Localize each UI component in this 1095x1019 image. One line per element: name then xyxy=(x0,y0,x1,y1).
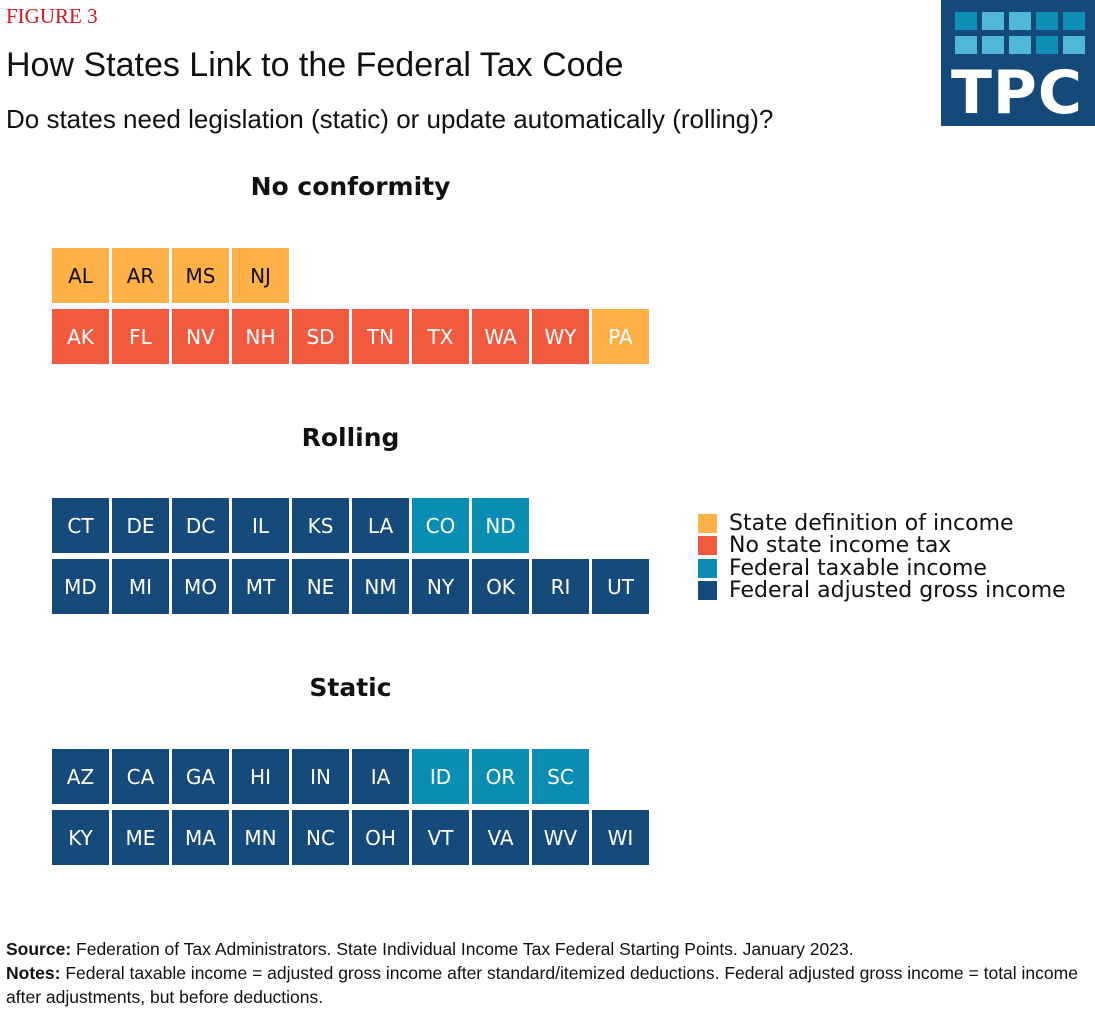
state-tile-ne: NE xyxy=(292,559,349,614)
state-tile-de: DE xyxy=(112,498,169,553)
state-tile-hi: HI xyxy=(232,749,289,804)
section-title-no-conformity: No conformity xyxy=(250,172,451,201)
state-tile-va: VA xyxy=(472,810,529,865)
state-tile-sc: SC xyxy=(532,749,589,804)
state-tile-ut: UT xyxy=(592,559,649,614)
state-tile-oh: OH xyxy=(352,810,409,865)
state-tile-al: AL xyxy=(52,248,109,303)
logo-square xyxy=(982,36,1004,54)
state-tile-in: IN xyxy=(292,749,349,804)
notes-label: Notes: xyxy=(6,963,61,983)
state-tile-nd: ND xyxy=(472,498,529,553)
state-tile-pa: PA xyxy=(592,309,649,364)
source-line: Source: Federation of Tax Administrators… xyxy=(6,937,1086,961)
state-tile-id: ID xyxy=(412,749,469,804)
state-tile-nj: NJ xyxy=(232,248,289,303)
state-tile-tx: TX xyxy=(412,309,469,364)
logo-square xyxy=(1009,36,1031,54)
legend-swatch xyxy=(698,581,717,601)
legend-item-federal-taxable: Federal taxable income xyxy=(698,555,1066,581)
state-tile-ri: RI xyxy=(532,559,589,614)
chart-subtitle: Do states need legislation (static) or u… xyxy=(6,104,774,134)
legend-swatch xyxy=(698,536,717,556)
state-tile-mo: MO xyxy=(172,559,229,614)
state-tile-mn: MN xyxy=(232,810,289,865)
state-tile-wv: WV xyxy=(532,810,589,865)
legend-label: Federal adjusted gross income xyxy=(729,578,1066,604)
logo-square xyxy=(955,12,977,30)
state-tile-nv: NV xyxy=(172,309,229,364)
legend-label: No state income tax xyxy=(729,533,952,559)
logo-square xyxy=(1063,12,1085,30)
logo-square xyxy=(955,36,977,54)
legend-swatch xyxy=(698,513,717,533)
legend-item-no-income-tax: No state income tax xyxy=(698,533,1066,559)
section-title-static: Static xyxy=(309,673,392,702)
state-tile-ga: GA xyxy=(172,749,229,804)
tpc-logo: TPC xyxy=(941,0,1095,128)
state-tile-wa: WA xyxy=(472,309,529,364)
state-tile-ms: MS xyxy=(172,248,229,303)
state-tile-tn: TN xyxy=(352,309,409,364)
state-tile-ar: AR xyxy=(112,248,169,303)
state-tile-la: LA xyxy=(352,498,409,553)
legend-swatch xyxy=(698,558,717,578)
state-tile-il: IL xyxy=(232,498,289,553)
state-tile-wy: WY xyxy=(532,309,589,364)
state-tile-mi: MI xyxy=(112,559,169,614)
logo-square xyxy=(1009,12,1031,30)
state-tile-dc: DC xyxy=(172,498,229,553)
state-tile-wi: WI xyxy=(592,810,649,865)
legend-label: Federal taxable income xyxy=(729,555,987,581)
state-tile-ct: CT xyxy=(52,498,109,553)
footer: Source: Federation of Tax Administrators… xyxy=(6,937,1086,1009)
state-tile-ca: CA xyxy=(112,749,169,804)
legend-item-federal-agi: Federal adjusted gross income xyxy=(698,578,1066,604)
state-tile-mt: MT xyxy=(232,559,289,614)
state-tile-vt: VT xyxy=(412,810,469,865)
state-tile-co: CO xyxy=(412,498,469,553)
state-tile-sd: SD xyxy=(292,309,349,364)
figure-label: FIGURE 3 xyxy=(6,4,98,28)
state-tile-or: OR xyxy=(472,749,529,804)
logo-square xyxy=(1063,36,1085,54)
state-tile-ia: IA xyxy=(352,749,409,804)
source-text: Federation of Tax Administrators. State … xyxy=(71,939,854,959)
logo-square xyxy=(1036,36,1058,54)
notes-line: Notes: Federal taxable income = adjusted… xyxy=(6,961,1086,1009)
state-tile-ma: MA xyxy=(172,810,229,865)
chart-title: How States Link to the Federal Tax Code xyxy=(6,46,624,84)
state-tile-md: MD xyxy=(52,559,109,614)
state-tile-ak: AK xyxy=(52,309,109,364)
state-tile-ks: KS xyxy=(292,498,349,553)
legend-label: State definition of income xyxy=(729,510,1014,536)
source-label: Source: xyxy=(6,939,72,959)
state-tile-ok: OK xyxy=(472,559,529,614)
state-tile-nm: NM xyxy=(352,559,409,614)
notes-text: Federal taxable income = adjusted gross … xyxy=(6,963,1078,1007)
state-tile-ny: NY xyxy=(412,559,469,614)
state-tile-az: AZ xyxy=(52,749,109,804)
legend-item-state-definition: State definition of income xyxy=(698,510,1066,536)
logo-square xyxy=(982,12,1004,30)
state-tile-nh: NH xyxy=(232,309,289,364)
state-tile-nc: NC xyxy=(292,810,349,865)
state-tile-me: ME xyxy=(112,810,169,865)
legend: State definition of income No state incom… xyxy=(698,510,1066,604)
logo-text: TPC xyxy=(951,58,1083,128)
state-tile-ky: KY xyxy=(52,810,109,865)
section-title-rolling: Rolling xyxy=(301,423,400,452)
logo-square xyxy=(1036,12,1058,30)
state-tile-fl: FL xyxy=(112,309,169,364)
